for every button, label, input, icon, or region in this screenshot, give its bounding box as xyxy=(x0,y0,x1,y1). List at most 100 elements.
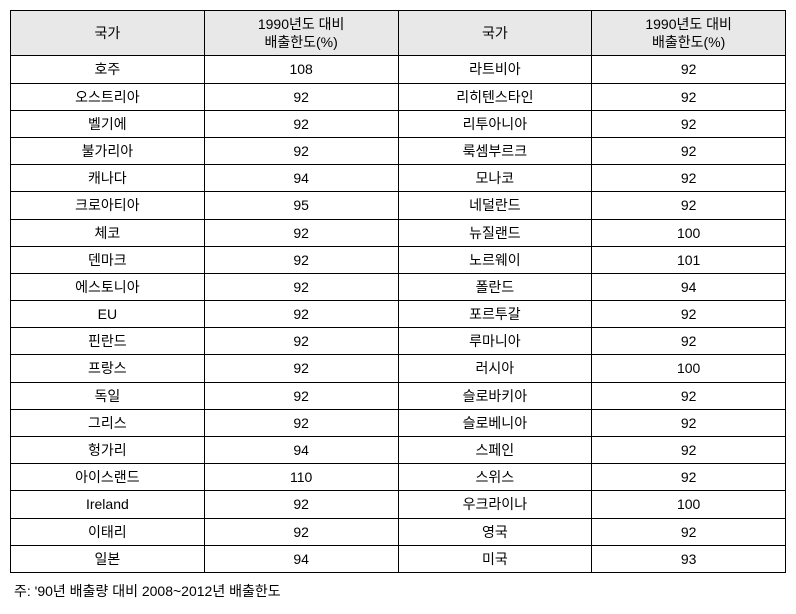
cell-emission: 92 xyxy=(592,382,786,409)
table-row: EU92포르투갈92 xyxy=(11,301,786,328)
cell-country: 스위스 xyxy=(398,464,592,491)
cell-country: 독일 xyxy=(11,382,205,409)
table-row: 에스토니아92폴란드94 xyxy=(11,273,786,300)
table-row: 아이스랜드110스위스92 xyxy=(11,464,786,491)
cell-country: 프랑스 xyxy=(11,355,205,382)
cell-country: 포르투갈 xyxy=(398,301,592,328)
cell-emission: 94 xyxy=(204,165,398,192)
header-country-2: 국가 xyxy=(398,11,592,56)
table-row: 벨기에92리투아니아92 xyxy=(11,110,786,137)
cell-country: 미국 xyxy=(398,545,592,572)
table-row: 체코92뉴질랜드100 xyxy=(11,219,786,246)
table-row: 일본94미국93 xyxy=(11,545,786,572)
cell-country: 스페인 xyxy=(398,437,592,464)
cell-country: 그리스 xyxy=(11,409,205,436)
cell-country: 덴마크 xyxy=(11,246,205,273)
table-row: 호주108라트비아92 xyxy=(11,56,786,83)
cell-emission: 92 xyxy=(592,83,786,110)
cell-emission: 92 xyxy=(592,328,786,355)
cell-country: 우크라이나 xyxy=(398,491,592,518)
cell-emission: 92 xyxy=(592,165,786,192)
table-row: 핀란드92루마니아92 xyxy=(11,328,786,355)
cell-emission: 92 xyxy=(204,328,398,355)
table-row: 독일92슬로바키아92 xyxy=(11,382,786,409)
cell-emission: 92 xyxy=(204,83,398,110)
cell-emission: 94 xyxy=(204,437,398,464)
cell-emission: 92 xyxy=(204,219,398,246)
header-country-1: 국가 xyxy=(11,11,205,56)
cell-emission: 94 xyxy=(592,273,786,300)
cell-country: 룩셈부르크 xyxy=(398,137,592,164)
cell-country: 슬로바키아 xyxy=(398,382,592,409)
cell-country: EU xyxy=(11,301,205,328)
cell-country: 헝가리 xyxy=(11,437,205,464)
cell-emission: 93 xyxy=(592,545,786,572)
cell-emission: 92 xyxy=(592,518,786,545)
cell-emission: 95 xyxy=(204,192,398,219)
table-row: 그리스92슬로베니아92 xyxy=(11,409,786,436)
cell-emission: 92 xyxy=(592,437,786,464)
cell-country: 뉴질랜드 xyxy=(398,219,592,246)
cell-emission: 92 xyxy=(204,110,398,137)
cell-country: 러시아 xyxy=(398,355,592,382)
table-row: 오스트리아92리히텐스타인92 xyxy=(11,83,786,110)
cell-country: 핀란드 xyxy=(11,328,205,355)
cell-emission: 101 xyxy=(592,246,786,273)
table-row: 헝가리94스페인92 xyxy=(11,437,786,464)
cell-country: 오스트리아 xyxy=(11,83,205,110)
cell-country: Ireland xyxy=(11,491,205,518)
cell-emission: 92 xyxy=(592,56,786,83)
cell-country: 루마니아 xyxy=(398,328,592,355)
cell-emission: 110 xyxy=(204,464,398,491)
cell-emission: 92 xyxy=(592,192,786,219)
table-header-row: 국가 1990년도 대비배출한도(%) 국가 1990년도 대비배출한도(%) xyxy=(11,11,786,56)
cell-emission: 108 xyxy=(204,56,398,83)
table-row: 크로아티아95네덜란드92 xyxy=(11,192,786,219)
cell-emission: 100 xyxy=(592,491,786,518)
cell-country: 리투아니아 xyxy=(398,110,592,137)
cell-emission: 92 xyxy=(204,246,398,273)
cell-emission: 92 xyxy=(204,355,398,382)
cell-country: 네덜란드 xyxy=(398,192,592,219)
table-row: 프랑스92러시아100 xyxy=(11,355,786,382)
cell-country: 영국 xyxy=(398,518,592,545)
cell-emission: 92 xyxy=(204,137,398,164)
cell-emission: 94 xyxy=(204,545,398,572)
table-row: 덴마크92노르웨이101 xyxy=(11,246,786,273)
cell-emission: 92 xyxy=(204,382,398,409)
cell-emission: 92 xyxy=(592,464,786,491)
cell-country: 폴란드 xyxy=(398,273,592,300)
table-row: 캐나다94모나코92 xyxy=(11,165,786,192)
cell-country: 호주 xyxy=(11,56,205,83)
cell-emission: 92 xyxy=(204,273,398,300)
table-body: 호주108라트비아92오스트리아92리히텐스타인92벨기에92리투아니아92불가… xyxy=(11,56,786,573)
cell-emission: 92 xyxy=(204,301,398,328)
cell-country: 일본 xyxy=(11,545,205,572)
cell-emission: 92 xyxy=(592,409,786,436)
cell-emission: 92 xyxy=(204,491,398,518)
cell-country: 노르웨이 xyxy=(398,246,592,273)
cell-country: 이태리 xyxy=(11,518,205,545)
cell-country: 불가리아 xyxy=(11,137,205,164)
cell-emission: 92 xyxy=(204,518,398,545)
cell-country: 슬로베니아 xyxy=(398,409,592,436)
cell-country: 에스토니아 xyxy=(11,273,205,300)
cell-country: 라트비아 xyxy=(398,56,592,83)
cell-country: 체코 xyxy=(11,219,205,246)
emission-limits-table: 국가 1990년도 대비배출한도(%) 국가 1990년도 대비배출한도(%) … xyxy=(10,10,786,573)
header-emission-2: 1990년도 대비배출한도(%) xyxy=(592,11,786,56)
cell-emission: 92 xyxy=(592,301,786,328)
cell-emission: 92 xyxy=(204,409,398,436)
table-row: Ireland92우크라이나100 xyxy=(11,491,786,518)
cell-country: 아이스랜드 xyxy=(11,464,205,491)
cell-country: 캐나다 xyxy=(11,165,205,192)
table-row: 이태리92영국92 xyxy=(11,518,786,545)
cell-emission: 92 xyxy=(592,137,786,164)
table-footnote: 주: '90년 배출량 대비 2008~2012년 배출한도 xyxy=(10,581,786,601)
cell-emission: 100 xyxy=(592,355,786,382)
cell-country: 크로아티아 xyxy=(11,192,205,219)
header-emission-1: 1990년도 대비배출한도(%) xyxy=(204,11,398,56)
cell-country: 리히텐스타인 xyxy=(398,83,592,110)
cell-emission: 100 xyxy=(592,219,786,246)
cell-country: 모나코 xyxy=(398,165,592,192)
